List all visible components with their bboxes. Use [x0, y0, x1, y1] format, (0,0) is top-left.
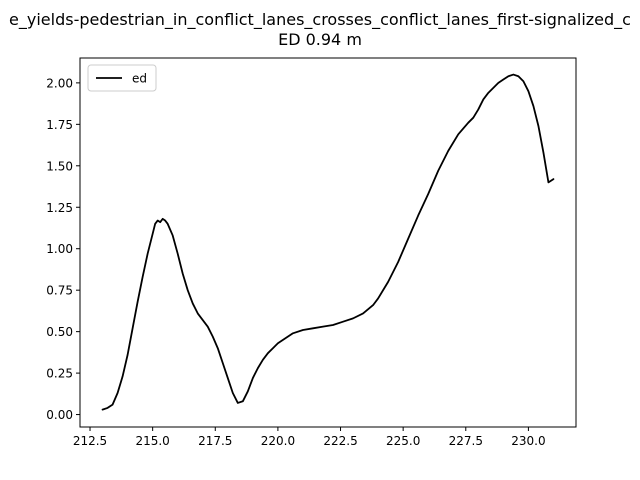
y-tick-label: 0.00	[46, 408, 73, 422]
y-tick-label: 1.50	[46, 159, 73, 173]
y-tick-label: 0.50	[46, 325, 73, 339]
y-tick-label: 0.25	[46, 367, 73, 381]
x-axis: 212.5 215.0 217.5 220.0 222.5 225.0 227.5 230.0	[73, 427, 546, 448]
x-tick-label: 215.0	[135, 434, 169, 448]
y-tick-label: 2.00	[46, 76, 73, 90]
x-tick-label: 217.5	[198, 434, 232, 448]
y-tick-label: 1.75	[46, 118, 73, 132]
legend: ed	[87, 64, 157, 92]
axes-frame	[79, 57, 577, 428]
x-tick-label: 220.0	[261, 434, 295, 448]
x-tick-label: 212.5	[73, 434, 107, 448]
x-tick-label: 230.0	[511, 434, 545, 448]
legend-label: ed	[132, 72, 147, 86]
chart-title-line-1: e_yields-pedestrian_in_conflict_lanes_cr…	[9, 10, 631, 29]
y-tick-label: 1.00	[46, 242, 73, 256]
series-line-ed	[101, 73, 555, 411]
series-layer	[101, 73, 555, 411]
y-axis: 0.00 0.25 0.50 0.75 1.00 1.25 1.50 1.75 2.00	[46, 76, 80, 422]
y-tick-label: 1.25	[46, 201, 73, 215]
chart-title: e_yields-pedestrian_in_conflict_lanes_cr…	[0, 8, 640, 52]
y-tick-label: 0.75	[46, 284, 73, 298]
x-tick-label: 225.0	[386, 434, 420, 448]
x-tick-label: 227.5	[449, 434, 483, 448]
x-tick-label: 222.5	[323, 434, 357, 448]
chart-title-line-2: ED 0.94 m	[278, 30, 362, 49]
